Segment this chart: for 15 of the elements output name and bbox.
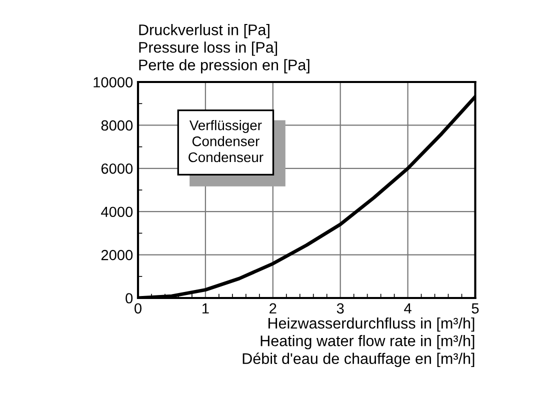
x-tick-label: 1 bbox=[202, 303, 209, 314]
y-tick-label: 4000 bbox=[101, 206, 133, 218]
x-axis-title: Heizwasserdurchfluss in [m³/h] Heating water flow rate in [m³/h] Débit d'eau de chauffage en [m³/h] bbox=[242, 317, 474, 368]
x-tick-label: 0 bbox=[134, 303, 142, 314]
y-tick-label: 10000 bbox=[94, 77, 133, 88]
y-tick-label: 2000 bbox=[101, 250, 133, 260]
y-tick-label: 8000 bbox=[101, 120, 133, 131]
x-tick-label: 3 bbox=[336, 303, 344, 314]
annotation: Verflüssiger Condenser Condenseur bbox=[188, 120, 264, 162]
y-tick-label: 6000 bbox=[101, 164, 133, 174]
x-tick-label: 5 bbox=[472, 303, 479, 314]
y-axis-title: Druckverlust in [Pa] Pressure loss in [Pa] Perte de pression en [Pa] bbox=[139, 24, 310, 74]
y-tick-label: 0 bbox=[126, 293, 133, 304]
x-tick-label: 4 bbox=[404, 303, 412, 314]
x-tick-label: 2 bbox=[270, 303, 276, 314]
